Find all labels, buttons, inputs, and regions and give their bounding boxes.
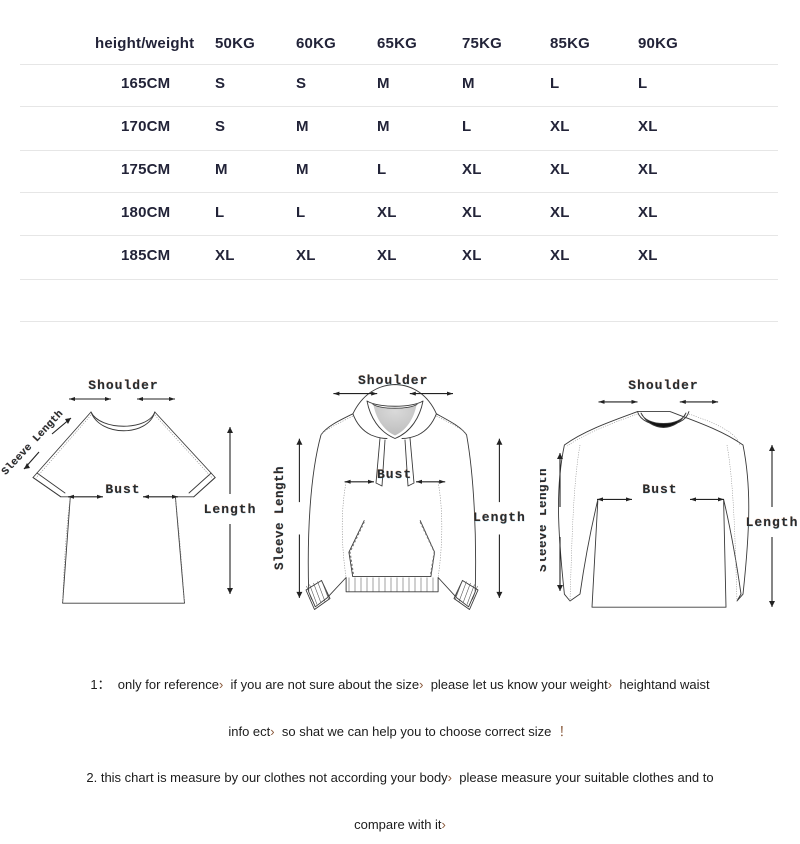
svg-text:Bust: Bust: [377, 467, 412, 482]
svg-text:Shoulder: Shoulder: [628, 378, 698, 393]
svg-text:Sleeve Length: Sleeve Length: [273, 466, 287, 570]
svg-text:Shoulder: Shoulder: [358, 373, 428, 388]
svg-text:Sleeve Length: Sleeve Length: [0, 408, 66, 478]
svg-text:Length: Length: [204, 502, 257, 517]
svg-text:Length: Length: [746, 515, 799, 530]
svg-text:Length: Length: [473, 510, 526, 525]
svg-text:Bust: Bust: [105, 482, 140, 497]
svg-text:Shoulder: Shoulder: [88, 378, 158, 393]
svg-text:Bust: Bust: [642, 482, 677, 497]
svg-text:Sleeve Length: Sleeve Length: [540, 468, 550, 572]
